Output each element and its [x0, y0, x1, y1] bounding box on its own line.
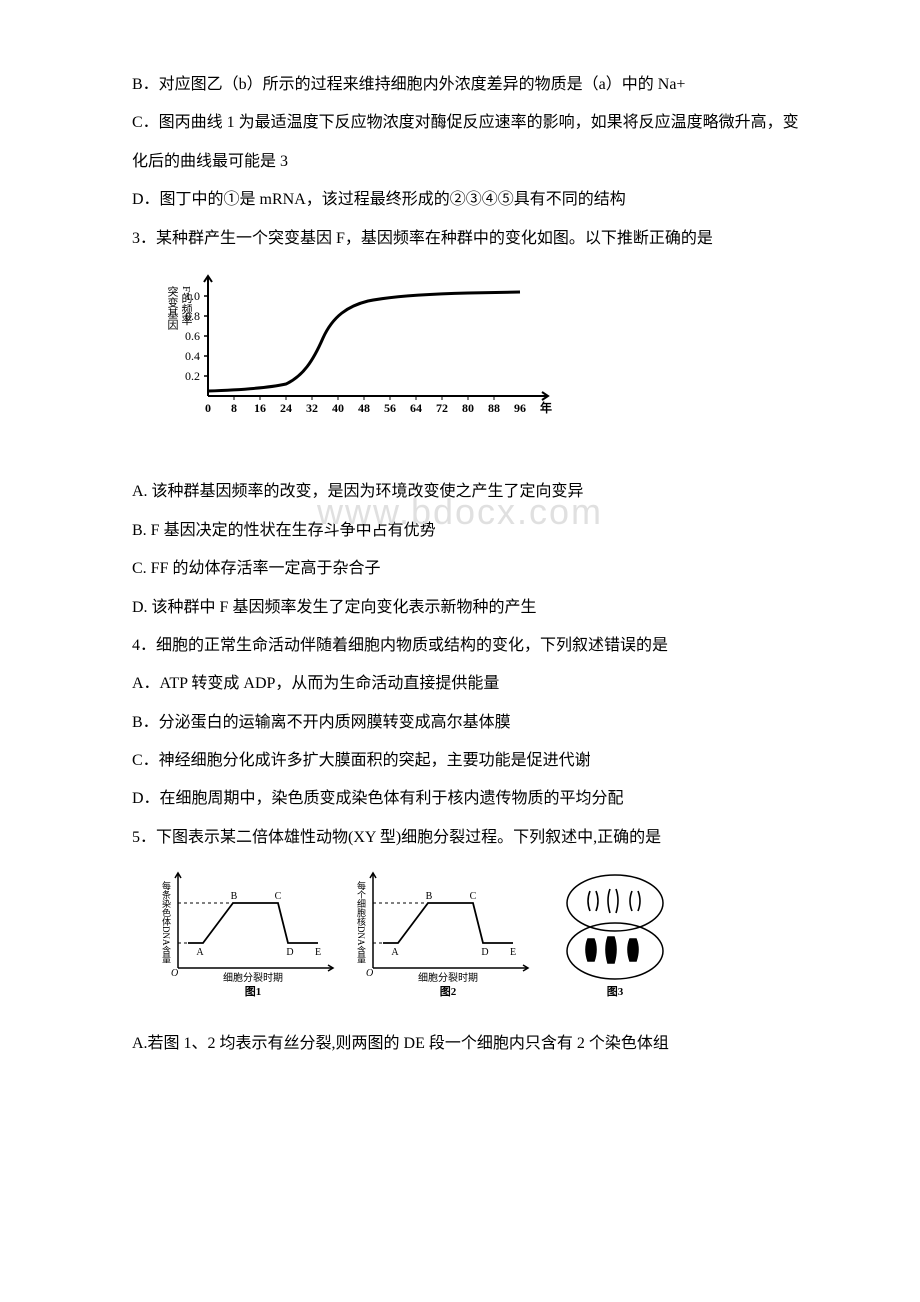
svg-text:O: O: [366, 968, 373, 979]
svg-text:80: 80: [462, 401, 474, 415]
svg-text:A: A: [391, 947, 399, 958]
svg-text:突变基因: 突变基因: [166, 285, 179, 331]
svg-text:96: 96: [514, 401, 526, 415]
question-3: 3．某种群产生一个突变基因 F，基因频率在种群中的变化如图。以下推断正确的是: [100, 224, 820, 254]
svg-text:每条染色体DNA含量: 每条染色体DNA含量: [161, 880, 171, 964]
q4-option-c: C．神经细胞分化成许多扩大膜面积的突起，主要功能是促进代谢: [100, 746, 820, 776]
svg-text:C: C: [275, 891, 282, 902]
svg-text:B: B: [231, 891, 238, 902]
cell-division-figure: A B C D E O 每条染色体DNA含量 细胞分裂时期 图1 A B C: [160, 865, 820, 1016]
svg-text:B: B: [426, 891, 433, 902]
svg-text:D: D: [481, 947, 488, 958]
svg-text:年: 年: [540, 400, 552, 415]
svg-text:56: 56: [384, 401, 396, 415]
q5-option-a: A.若图 1、2 均表示有丝分裂,则两图的 DE 段一个细胞内只含有 2 个染色…: [100, 1029, 820, 1059]
q3-option-b: B. F 基因决定的性状在生存斗争中占有优势: [100, 516, 820, 546]
svg-text:24: 24: [280, 401, 292, 415]
option-c-line2: 化后的曲线最可能是 3: [100, 147, 820, 177]
svg-text:32: 32: [306, 401, 318, 415]
svg-text:88: 88: [488, 401, 500, 415]
svg-text:O: O: [171, 968, 178, 979]
q4-option-d: D．在细胞周期中，染色质变成染色体有利于核内遗传物质的平均分配: [100, 784, 820, 814]
option-d: D．图丁中的①是 mRNA，该过程最终形成的②③④⑤具有不同的结构: [100, 185, 820, 215]
question-4: 4．细胞的正常生命活动伴随着细胞内物质或结构的变化，下列叙述错误的是: [100, 631, 820, 661]
svg-text:72: 72: [436, 401, 448, 415]
svg-text:图3: 图3: [607, 985, 624, 998]
svg-text:16: 16: [254, 401, 266, 415]
svg-text:E: E: [510, 947, 516, 958]
svg-text:0.6: 0.6: [185, 329, 200, 343]
q3-option-a: A. 该种群基因频率的改变，是因为环境改变使之产生了定向变异: [100, 477, 820, 507]
svg-text:D: D: [286, 947, 293, 958]
svg-text:48: 48: [358, 401, 370, 415]
svg-text:0.2: 0.2: [185, 369, 200, 383]
svg-text:A: A: [196, 947, 204, 958]
q3-option-c: C. FF 的幼体存活率一定高于杂合子: [100, 554, 820, 584]
question-5: 5．下图表示某二倍体雄性动物(XY 型)细胞分裂过程。下列叙述中,正确的是: [100, 823, 820, 853]
svg-text:C: C: [470, 891, 477, 902]
option-c-line1: C．图丙曲线 1 为最适温度下反应物浓度对酶促反应速率的影响，如果将反应温度略微…: [100, 108, 820, 138]
svg-text:细胞分裂时期: 细胞分裂时期: [418, 971, 478, 984]
svg-text:8: 8: [231, 401, 237, 415]
q4-option-b: B．分泌蛋白的运输离不开内质网膜转变成高尔基体膜: [100, 708, 820, 738]
svg-text:0: 0: [205, 401, 211, 415]
q3-option-d: D. 该种群中 F 基因频率发生了定向变化表示新物种的产生: [100, 593, 820, 623]
option-b: B．对应图乙（b）所示的过程来维持细胞内外浓度差异的物质是（a）中的 Na+: [100, 70, 820, 100]
svg-text:每个细胞核DNA含量: 每个细胞核DNA含量: [356, 880, 366, 964]
gene-frequency-chart: 0.2 0.4 0.6 0.8 1.0 0 8 16 24 32: [160, 266, 820, 447]
svg-text:E: E: [315, 947, 321, 958]
q4-option-a: A．ATP 转变成 ADP，从而为生命活动直接提供能量: [100, 669, 820, 699]
svg-text:细胞分裂时期: 细胞分裂时期: [223, 971, 283, 984]
svg-text:图1: 图1: [245, 985, 262, 998]
svg-text:64: 64: [410, 401, 422, 415]
svg-text:F的频率: F的频率: [180, 286, 193, 326]
svg-text:0.4: 0.4: [185, 349, 200, 363]
svg-text:图2: 图2: [440, 985, 457, 998]
svg-text:40: 40: [332, 401, 344, 415]
